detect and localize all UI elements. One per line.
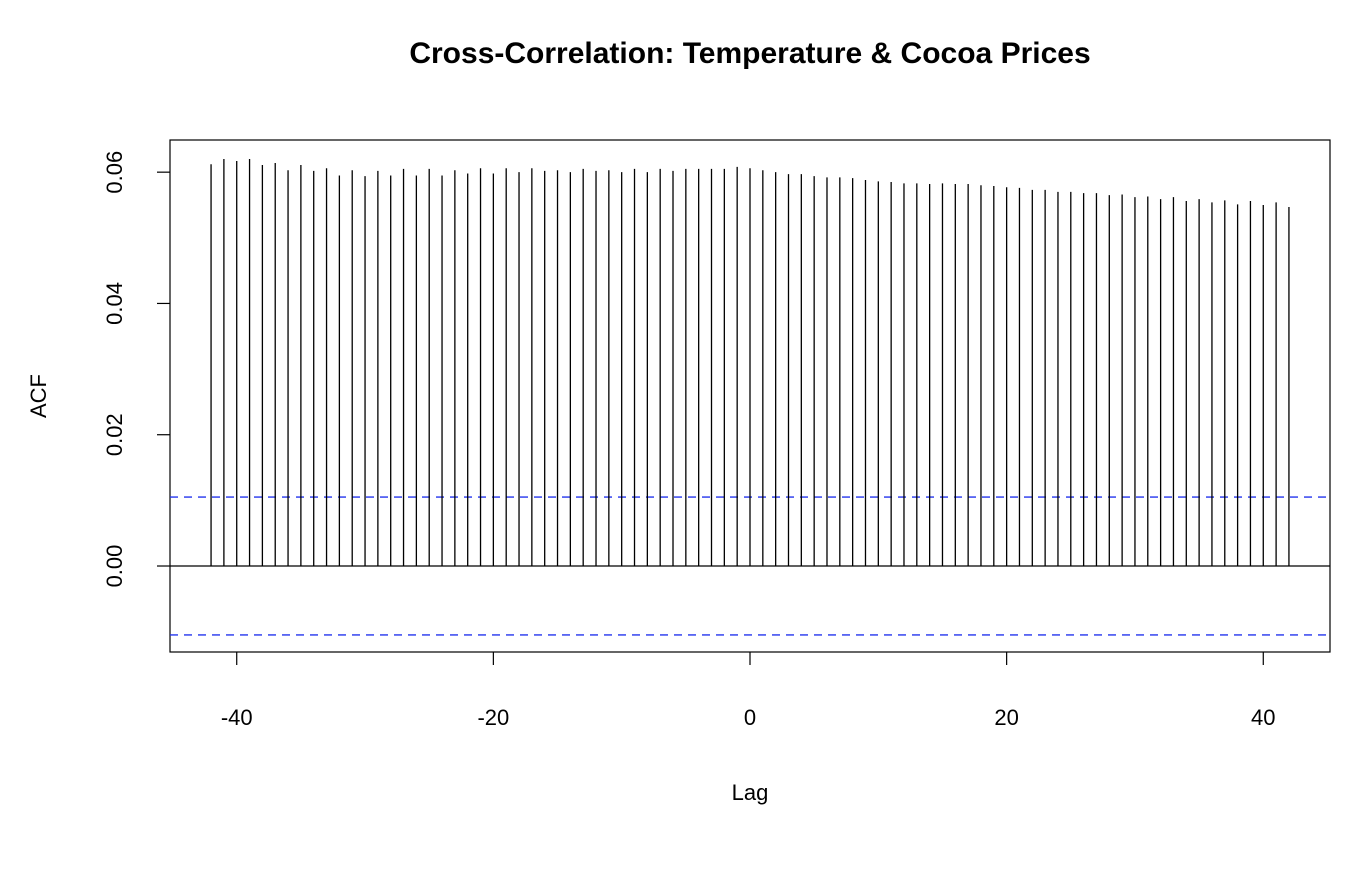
y-tick-label: 0.06 [102, 151, 127, 194]
x-axis-label: Lag [732, 780, 769, 805]
y-tick-label: 0.00 [102, 545, 127, 588]
y-tick-label: 0.04 [102, 282, 127, 325]
x-tick-label: 0 [744, 705, 756, 730]
y-axis-label: ACF [26, 374, 51, 418]
x-tick-label: -20 [477, 705, 509, 730]
x-tick-label: 40 [1251, 705, 1275, 730]
y-tick-label: 0.02 [102, 413, 127, 456]
x-tick-label: -40 [221, 705, 253, 730]
x-tick-label: 20 [994, 705, 1018, 730]
chart-title: Cross-Correlation: Temperature & Cocoa P… [409, 37, 1090, 70]
